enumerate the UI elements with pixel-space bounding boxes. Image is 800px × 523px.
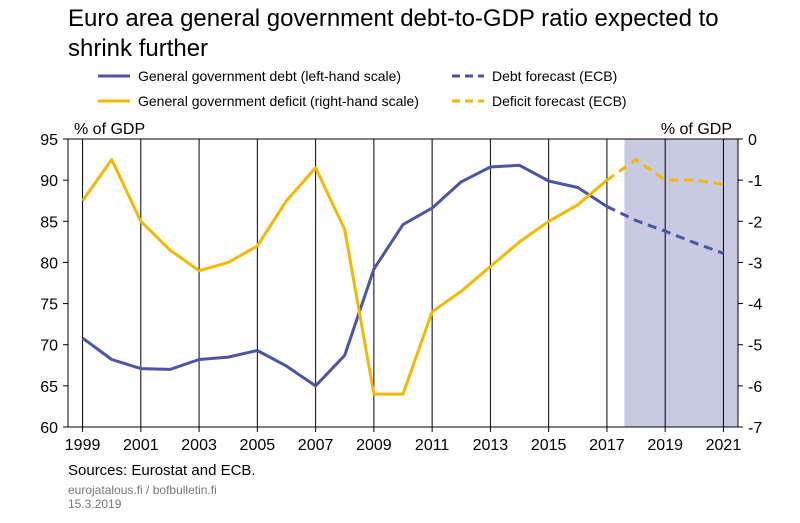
left-tick-label-75: 75 [40,297,58,314]
x-tick-label-2005: 2005 [240,437,276,454]
right-tick-label--1: -1 [748,173,762,190]
right-tick-label--4: -4 [748,297,762,314]
right-tick-label-0: 0 [748,132,757,149]
plot-frame [67,138,739,428]
sources-note: Sources: Eurostat and ECB. [68,462,256,479]
right-tick-label--5: -5 [748,338,762,355]
right-axis-label: % of GDP [661,121,732,138]
x-tick-label-2001: 2001 [123,437,159,454]
legend-deficit-forecast-label: Deficit forecast (ECB) [492,93,627,109]
left-tick-label-65: 65 [40,379,58,396]
legend-deficit-forecast-swatch [452,99,484,103]
x-tick-label-2021: 2021 [706,437,742,454]
left-tick-label-90: 90 [40,173,58,190]
left-tick-label-60: 60 [40,420,58,437]
left-tick-label-80: 80 [40,255,58,272]
right-tick-label--3: -3 [748,255,762,272]
legend-debt-forecast: Debt forecast (ECB) [452,68,617,84]
site-credit: eurojatalous.fi / bofbulletin.fi [68,483,217,497]
legend-deficit-label: General government deficit (right-hand s… [138,93,419,109]
right-tick-label--7: -7 [748,420,762,437]
right-tick-label--2: -2 [748,214,762,231]
chart-title: Euro area general government debt-to-GDP… [68,5,719,62]
right-tick-label--6: -6 [748,379,762,396]
legend-deficit-swatch [98,99,130,103]
series-line-2 [81,158,608,396]
series-line-0 [81,163,608,388]
legend-debt-forecast-swatch [452,74,484,78]
left-tick-label-85: 85 [40,214,58,231]
legend-debt-forecast-label: Debt forecast (ECB) [492,68,618,84]
left-tick-label-95: 95 [40,132,58,149]
left-axis-label: % of GDP [74,121,145,138]
x-tick-label-2013: 2013 [473,437,509,454]
x-tick-label-2003: 2003 [181,437,217,454]
x-tick-label-2007: 2007 [298,437,334,454]
legend-debt-label: General government debt (left-hand scale… [138,68,402,84]
x-tick-label-1999: 1999 [65,437,101,454]
left-tick-label-70: 70 [40,338,58,355]
x-tick-label-2011: 2011 [415,437,450,454]
series-line-1 [606,205,724,255]
forecast-region [624,139,738,427]
legend-deficit-forecast: Deficit forecast (ECB) [452,93,627,109]
series-line-3 [606,158,724,186]
x-tick-label-2015: 2015 [531,437,567,454]
publication-date: 15.3.2019 [68,497,122,511]
chart-plot: 60 65 70 75 80 85 90 95 -7 -6 -5 -4 -3 -2 -1 0 1999 2001 2… [40,121,762,454]
legend-debt-swatch [98,74,130,78]
legend-deficit: General government deficit (right-hand s… [98,93,419,109]
legend-debt: General government debt (left-hand scale… [98,68,401,84]
x-tick-label-2019: 2019 [647,437,683,454]
x-tick-label-2009: 2009 [356,437,392,454]
x-tick-label-2017: 2017 [589,437,625,454]
